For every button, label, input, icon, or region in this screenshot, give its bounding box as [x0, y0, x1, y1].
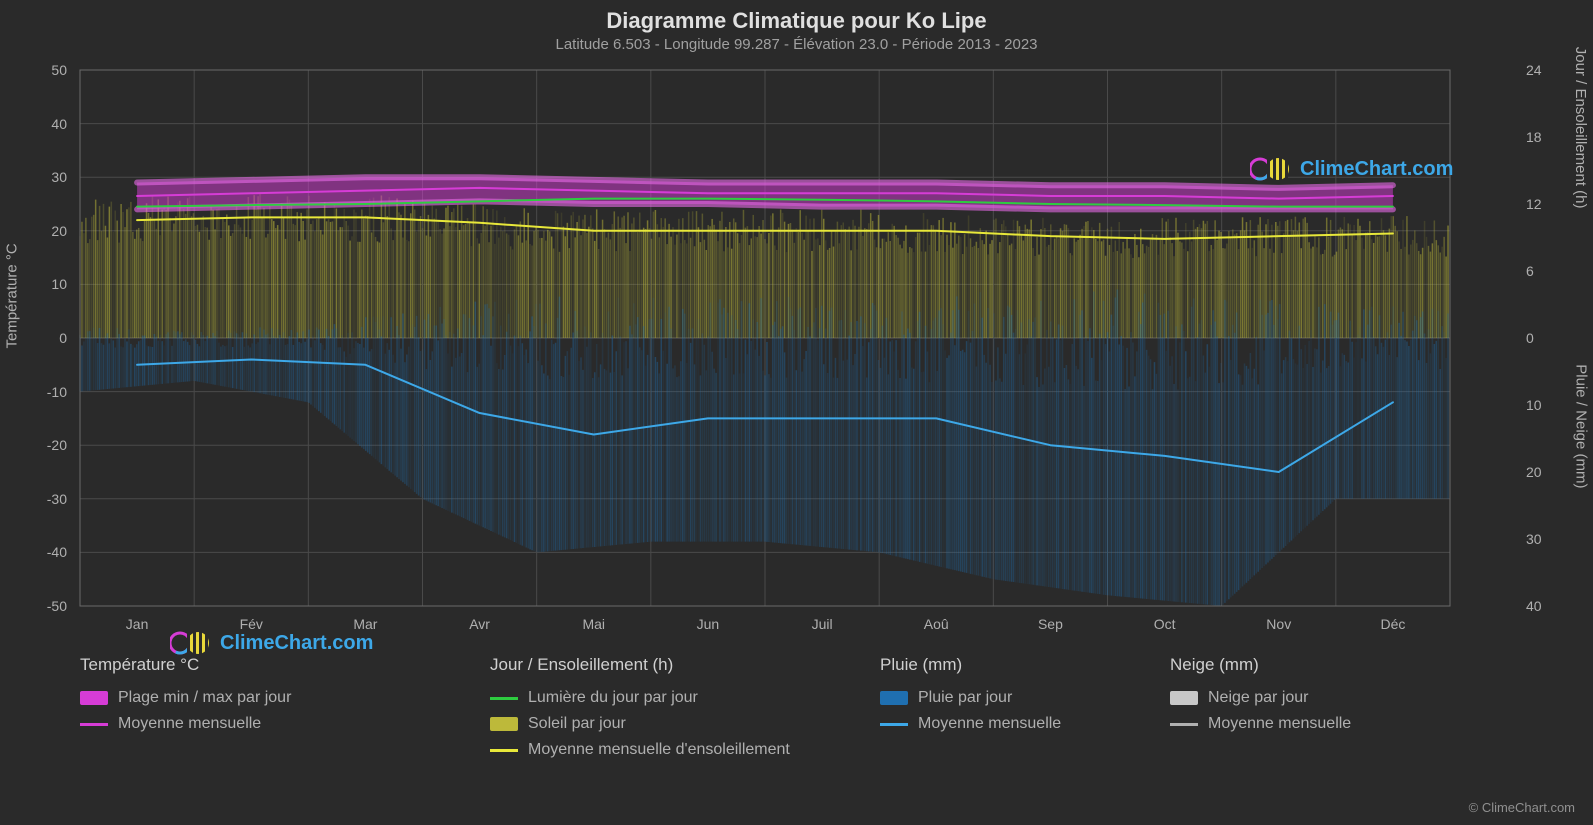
y-tick-left: 0 — [59, 330, 67, 346]
y-tick-right-bottom: 20 — [1526, 464, 1542, 480]
month-label: Sep — [1038, 616, 1063, 632]
legend-group: Pluie (mm) Pluie par jour Moyenne mensuell… — [880, 655, 1061, 733]
legend-item-label: Lumière du jour par jour — [528, 689, 698, 707]
month-label: Déc — [1380, 616, 1405, 632]
legend-item-label: Pluie par jour — [918, 689, 1012, 707]
month-label: Avr — [469, 616, 490, 632]
month-label: Oct — [1154, 616, 1176, 632]
month-label: Aoû — [924, 616, 949, 632]
legend-item: Lumière du jour par jour — [490, 689, 790, 707]
watermark-icon — [170, 630, 214, 656]
legend-swatch-icon — [880, 691, 908, 705]
y-tick-left: 20 — [51, 223, 67, 239]
data-lines — [80, 70, 1450, 606]
legend-group-title: Neige (mm) — [1170, 655, 1351, 675]
y-tick-left: 50 — [51, 62, 67, 78]
legend-swatch-icon — [1170, 691, 1198, 705]
watermark: ClimeChart.com — [1250, 156, 1453, 182]
y-tick-left: 10 — [51, 276, 67, 292]
month-label: Nov — [1266, 616, 1291, 632]
legend-item-label: Soleil par jour — [528, 715, 626, 733]
legend-line-icon — [80, 723, 108, 726]
legend-item: Neige par jour — [1170, 689, 1351, 707]
chart-subtitle: Latitude 6.503 - Longitude 99.287 - Élév… — [0, 36, 1593, 53]
legend-item-label: Neige par jour — [1208, 689, 1309, 707]
y-tick-right-top: 12 — [1526, 196, 1542, 212]
legend-line-icon — [880, 723, 908, 726]
legend-group-title: Température °C — [80, 655, 291, 675]
legend-group-title: Pluie (mm) — [880, 655, 1061, 675]
y-tick-left: 40 — [51, 116, 67, 132]
legend-swatch-icon — [80, 691, 108, 705]
watermark-text: ClimeChart.com — [220, 632, 373, 655]
legend-line-icon — [490, 697, 518, 700]
y-axis-right: 2418126010203040 — [1518, 70, 1593, 606]
y-tick-left: -30 — [47, 491, 67, 507]
y-tick-left: 30 — [51, 169, 67, 185]
watermark-text: ClimeChart.com — [1300, 158, 1453, 181]
legend-item: Moyenne mensuelle d'ensoleillement — [490, 741, 790, 759]
plot-border — [80, 70, 1450, 606]
rain-mean-line — [137, 359, 1393, 472]
plot-area — [80, 70, 1450, 606]
legend-group: Neige (mm) Neige par jour Moyenne mensuell… — [1170, 655, 1351, 733]
legend-group: Température °C Plage min / max par jour Mo… — [80, 655, 291, 733]
legend-item-label: Moyenne mensuelle d'ensoleillement — [528, 741, 790, 759]
temp-mean-line — [137, 188, 1393, 199]
y-tick-right-top: 24 — [1526, 62, 1542, 78]
legend-item: Soleil par jour — [490, 715, 790, 733]
y-tick-right-bottom: 40 — [1526, 598, 1542, 614]
climate-chart: Diagramme Climatique pour Ko Lipe Latitu… — [0, 0, 1593, 825]
watermark: ClimeChart.com — [170, 630, 373, 656]
legend-item-label: Plage min / max par jour — [118, 689, 291, 707]
legend-line-icon — [490, 749, 518, 752]
y-tick-right-bottom: 30 — [1526, 531, 1542, 547]
legend-group-title: Jour / Ensoleillement (h) — [490, 655, 790, 675]
legend-group: Jour / Ensoleillement (h) Lumière du jour… — [490, 655, 790, 759]
copyright-text: © ClimeChart.com — [1469, 800, 1575, 815]
legend-item: Plage min / max par jour — [80, 689, 291, 707]
temp-max-glow — [137, 177, 1393, 188]
legend-swatch-icon — [490, 717, 518, 731]
y-tick-right-top: 0 — [1526, 330, 1534, 346]
y-tick-right-top: 18 — [1526, 129, 1542, 145]
y-tick-right-bottom: 10 — [1526, 397, 1542, 413]
legend-item: Moyenne mensuelle — [80, 715, 291, 733]
legend-item-label: Moyenne mensuelle — [918, 715, 1061, 733]
month-label: Mai — [582, 616, 605, 632]
chart-title: Diagramme Climatique pour Ko Lipe — [0, 8, 1593, 34]
y-axis-left: 50403020100-10-20-30-40-50 — [0, 70, 75, 606]
y-tick-left: -50 — [47, 598, 67, 614]
legend-item-label: Moyenne mensuelle — [118, 715, 261, 733]
y-tick-right-top: 6 — [1526, 263, 1534, 279]
month-label: Juil — [812, 616, 833, 632]
y-tick-left: -40 — [47, 544, 67, 560]
y-tick-left: -20 — [47, 437, 67, 453]
legend-item: Pluie par jour — [880, 689, 1061, 707]
legend-item: Moyenne mensuelle — [880, 715, 1061, 733]
month-label: Jun — [697, 616, 720, 632]
month-label: Jan — [126, 616, 149, 632]
legend-item: Moyenne mensuelle — [1170, 715, 1351, 733]
legend-line-icon — [1170, 723, 1198, 726]
legend-item-label: Moyenne mensuelle — [1208, 715, 1351, 733]
y-tick-left: -10 — [47, 384, 67, 400]
watermark-icon — [1250, 156, 1294, 182]
sunshine-mean-line — [137, 217, 1393, 238]
